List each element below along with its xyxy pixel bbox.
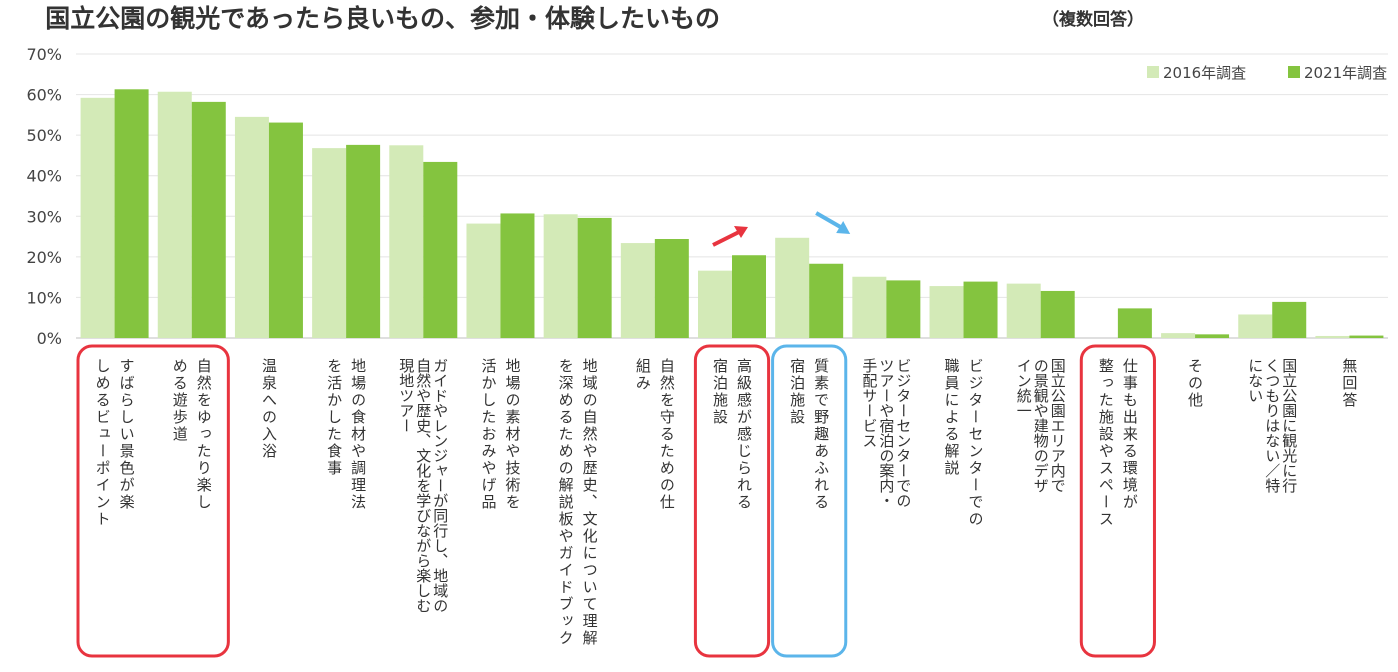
bar-2021: [268, 122, 303, 339]
trend-arrows: [712, 211, 851, 247]
bar-2021: [1040, 290, 1075, 338]
category-label: 職員による解説: [943, 358, 961, 477]
category-label: 無回答: [1340, 358, 1358, 409]
red-highlight-box: [1079, 344, 1156, 658]
category-label: める遊歩道: [171, 358, 189, 443]
arrow-down-head-icon: [836, 221, 851, 234]
category-label: くつもりはない／特: [1263, 358, 1281, 493]
bar-2016: [775, 237, 810, 338]
bar-2016: [1315, 335, 1350, 338]
category-label: 地場の食材や調理法: [349, 358, 367, 511]
legend-swatch: [1147, 66, 1159, 78]
bar-2021: [1117, 308, 1152, 338]
arrow-up-icon: [712, 230, 740, 247]
bar-2016: [929, 286, 964, 338]
y-tick-label: 10%: [26, 288, 62, 307]
bar-2021: [732, 255, 766, 338]
category-label: イン統一: [1015, 358, 1033, 418]
category-label: ビジターセンターでの: [894, 358, 912, 508]
bar-2016: [852, 276, 887, 338]
bar-2016: [234, 116, 269, 338]
category-label: 高級感が感じられる: [735, 358, 753, 511]
category-label: ガイドやレンジャーが同行し、地域の: [431, 358, 449, 613]
bar-2016: [620, 243, 655, 338]
y-tick-label: 30%: [26, 207, 62, 226]
bar-2021: [1195, 334, 1230, 338]
category-label: 手配サービス: [860, 358, 878, 448]
bar-2021: [423, 161, 458, 338]
bar-2021: [1349, 335, 1384, 338]
category-label: ビジターセンターでの: [967, 358, 985, 528]
bar-2016: [543, 214, 578, 338]
y-axis: 0% 10% 20% 30% 40% 50% 60% 70%: [26, 45, 62, 348]
category-label: ツアーや宿泊の案内・: [877, 358, 895, 508]
y-tick-label: 40%: [26, 167, 62, 186]
legend-label: 2021年調査: [1304, 64, 1387, 82]
category-label: 活かしたおみやげ品: [479, 358, 497, 511]
blue-highlight-box: [771, 344, 848, 658]
bar-2016: [698, 270, 732, 338]
bar-2016: [1238, 314, 1273, 338]
category-label: 質素で野趣あふれる: [812, 357, 830, 511]
category-label: 組み: [634, 358, 652, 392]
category-label: 宿泊施設: [788, 358, 806, 426]
category-label: 自然をゆったり楽し: [195, 358, 213, 511]
bar-2021: [191, 101, 226, 338]
bar-2016: [1006, 283, 1041, 338]
y-tick-label: 0%: [37, 329, 62, 348]
category-label: しめるビューポイント: [94, 358, 112, 528]
y-tick-label: 60%: [26, 86, 62, 105]
category-label: 宿泊施設: [711, 358, 729, 426]
category-label: 温泉への入浴: [260, 358, 278, 460]
chart-title: 国立公園の観光であったら良いもの、参加・体験したいもの: [45, 4, 720, 33]
category-label: 自然や歴史、文化を学びながら楽しむ: [414, 358, 432, 613]
bar-2016: [1161, 333, 1196, 338]
bar-2016: [466, 223, 501, 338]
legend-swatch: [1288, 66, 1300, 78]
category-label: すばらしい景色が楽: [118, 358, 136, 511]
red-highlight-box: [693, 344, 771, 658]
red-highlight-box: [76, 344, 230, 658]
legend: 2016年調査 2021年調査: [1147, 64, 1387, 82]
bar-2016: [312, 148, 347, 338]
bar-2021: [577, 217, 612, 338]
bar-2021: [963, 281, 998, 338]
bar-2021: [114, 89, 149, 338]
category-label: 整った施設やスペース: [1097, 358, 1115, 528]
category-label: の景観や建物のデザ: [1032, 358, 1050, 493]
category-label: 現地ツアー: [397, 358, 415, 433]
bar-2021: [654, 239, 689, 338]
bar-2016: [157, 91, 192, 338]
bar-2021: [886, 280, 921, 338]
highlight-boxes: [76, 344, 1156, 658]
category-label: 自然を守るための仕: [658, 358, 676, 511]
bar-2021: [500, 213, 535, 338]
chart-subtitle: （複数回答）: [1042, 9, 1144, 30]
category-label: を活かした食事: [325, 358, 343, 477]
category-label: 地域の自然や歴史、文化について理解: [581, 358, 599, 647]
category-label: にない: [1246, 358, 1264, 403]
category-label: 仕事も出来る環境が: [1121, 358, 1139, 511]
arrow-down-icon: [815, 211, 844, 230]
bar-2021: [809, 263, 844, 338]
arrow-up-head-icon: [734, 226, 748, 238]
y-tick-label: 70%: [26, 45, 62, 64]
category-label: を深めるための解説板やガイドブック: [557, 358, 575, 647]
category-label: 地場の素材や技術を: [503, 358, 521, 511]
category-label: その他: [1186, 358, 1204, 409]
y-tick-label: 50%: [26, 126, 62, 145]
bar-2016: [80, 97, 115, 339]
bar-2016: [389, 145, 424, 338]
legend-label: 2016年調査: [1163, 64, 1246, 82]
bar-2021: [1272, 301, 1307, 338]
category-label: 国立公園エリア内で: [1049, 358, 1067, 493]
y-tick-label: 20%: [26, 248, 62, 267]
category-label: 国立公園に観光に行: [1280, 358, 1298, 494]
bars: [80, 89, 1384, 339]
bar-2021: [346, 144, 381, 338]
